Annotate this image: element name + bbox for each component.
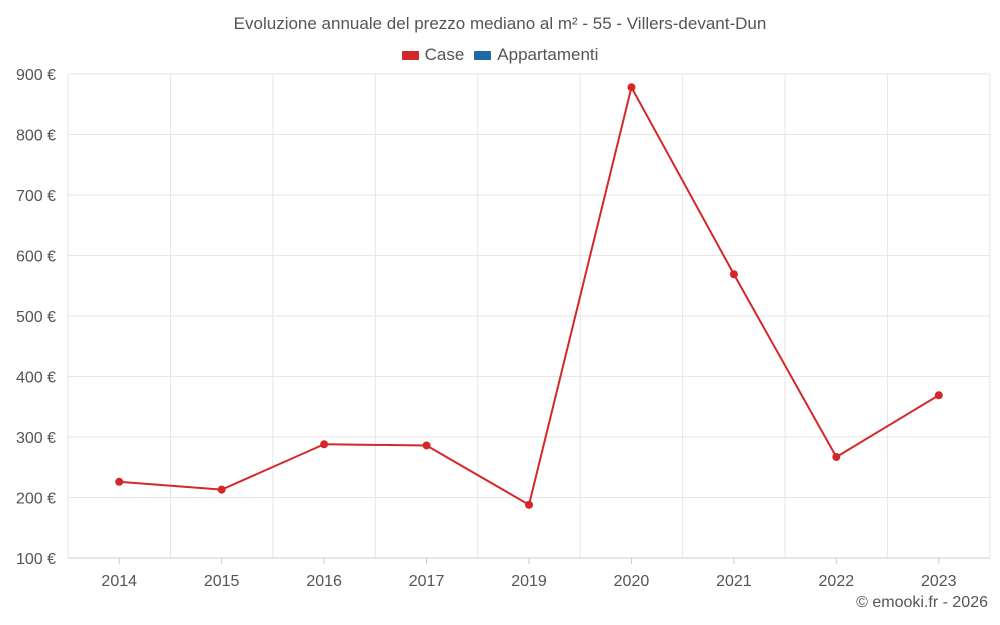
legend-swatch-case [401,50,419,60]
data-point-case[interactable] [832,452,841,461]
data-point-case[interactable] [934,391,943,400]
x-tick-label: 2022 [819,573,855,590]
data-point-case[interactable] [422,441,431,450]
data-point-case[interactable] [627,83,636,92]
data-point-case[interactable] [217,485,226,494]
series-line-case [119,86,940,506]
y-tick-label: 700 € [16,188,56,205]
legend-item-case[interactable]: Case [401,45,465,65]
data-point-case[interactable] [729,270,738,279]
x-tick-label: 2017 [409,573,445,590]
x-tick-label: 2015 [204,573,240,590]
chart-title: Evoluzione annuale del prezzo mediano al… [233,14,767,33]
x-tick-label: 2019 [511,573,547,590]
credit-text: © emooki.fr - 2026 [856,594,988,611]
y-tick-label: 300 € [16,430,56,447]
series [115,83,943,509]
axes: 100 € 200 € 300 € 400 € 500 € 600 € 700 € 800 €… [16,67,990,590]
data-point-case[interactable] [115,477,124,486]
legend-swatch-appartamenti [474,50,492,60]
y-tick-label: 200 € [16,491,56,508]
x-tick-label: 2020 [614,573,650,590]
legend-label-case: Case [424,45,465,64]
y-tick-label: 900 € [16,67,56,84]
data-point-case[interactable] [525,500,533,509]
y-tick-label: 100 € [16,551,56,568]
legend-label-appartamenti: Appartamenti [497,45,599,64]
x-tick-label: 2023 [921,573,957,590]
x-tick-label: 2021 [716,573,752,590]
y-tick-label: 800 € [16,128,56,145]
data-point-case[interactable] [320,440,329,449]
x-tick-label: 2016 [306,573,342,590]
legend-item-appartamenti[interactable]: Appartamenti [474,45,598,65]
x-tick-label: 2014 [101,573,137,590]
legend: Case Appartamenti [0,45,1000,65]
y-tick-label: 400 € [16,370,56,387]
y-tick-label: 600 € [16,249,56,266]
grid [67,73,991,559]
y-tick-label: 500 € [16,309,56,326]
